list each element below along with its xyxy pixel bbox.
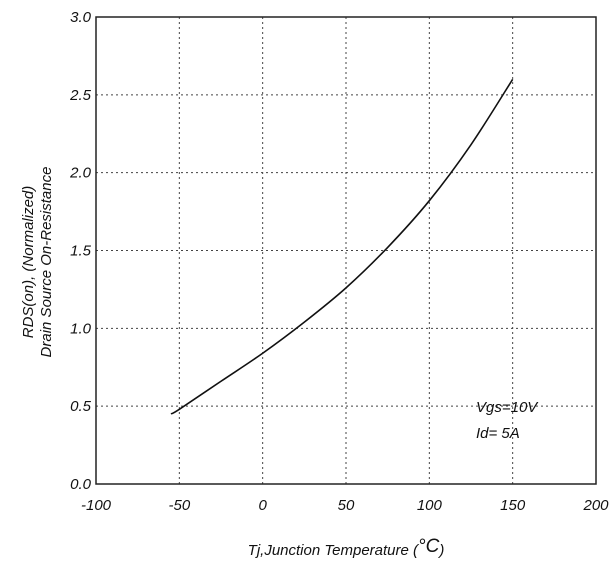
x-tick-labels: -100 -50 0 50 100 150 200 xyxy=(81,497,609,514)
x-axis-title-unit: °C xyxy=(418,536,440,557)
x-axis-title-main: Tj,Junction Temperature ( xyxy=(248,542,420,559)
y-tick-label: 2.5 xyxy=(69,87,92,104)
annotation-id: Id= 5A xyxy=(476,425,520,442)
series-line xyxy=(170,78,514,415)
y-tick-label: 0.0 xyxy=(70,476,92,493)
y-axis-title-line2: Drain Source On-Resistance xyxy=(38,167,55,358)
plot-frame xyxy=(95,16,597,485)
x-tick-label: 150 xyxy=(500,497,526,514)
y-tick-label: 0.5 xyxy=(70,398,92,415)
x-tick-label: 200 xyxy=(582,497,609,514)
y-tick-label: 3.0 xyxy=(70,9,92,26)
grid-lines xyxy=(96,17,596,484)
y-tick-label: 2.0 xyxy=(69,165,92,182)
x-tick-label: -100 xyxy=(81,497,112,514)
y-tick-label: 1.5 xyxy=(70,243,92,260)
x-tick-label: 50 xyxy=(338,497,355,514)
x-tick-label: 0 xyxy=(258,497,267,514)
x-tick-label: 100 xyxy=(417,497,443,514)
y-axis-title-line1: RDS(on), (Normalized) xyxy=(20,186,37,339)
y-tick-labels: 0.0 0.5 1.0 1.5 2.0 2.5 3.0 xyxy=(69,9,92,493)
x-axis-title: Tj,Junction Temperature (°C) xyxy=(248,536,445,559)
x-axis-title-close: ) xyxy=(437,542,444,559)
annotation-block: Vgs=10V Id= 5A xyxy=(476,399,539,442)
y-tick-label: 1.0 xyxy=(70,320,92,337)
x-tick-label: -50 xyxy=(168,497,190,514)
annotation-vgs: Vgs=10V xyxy=(476,399,539,416)
